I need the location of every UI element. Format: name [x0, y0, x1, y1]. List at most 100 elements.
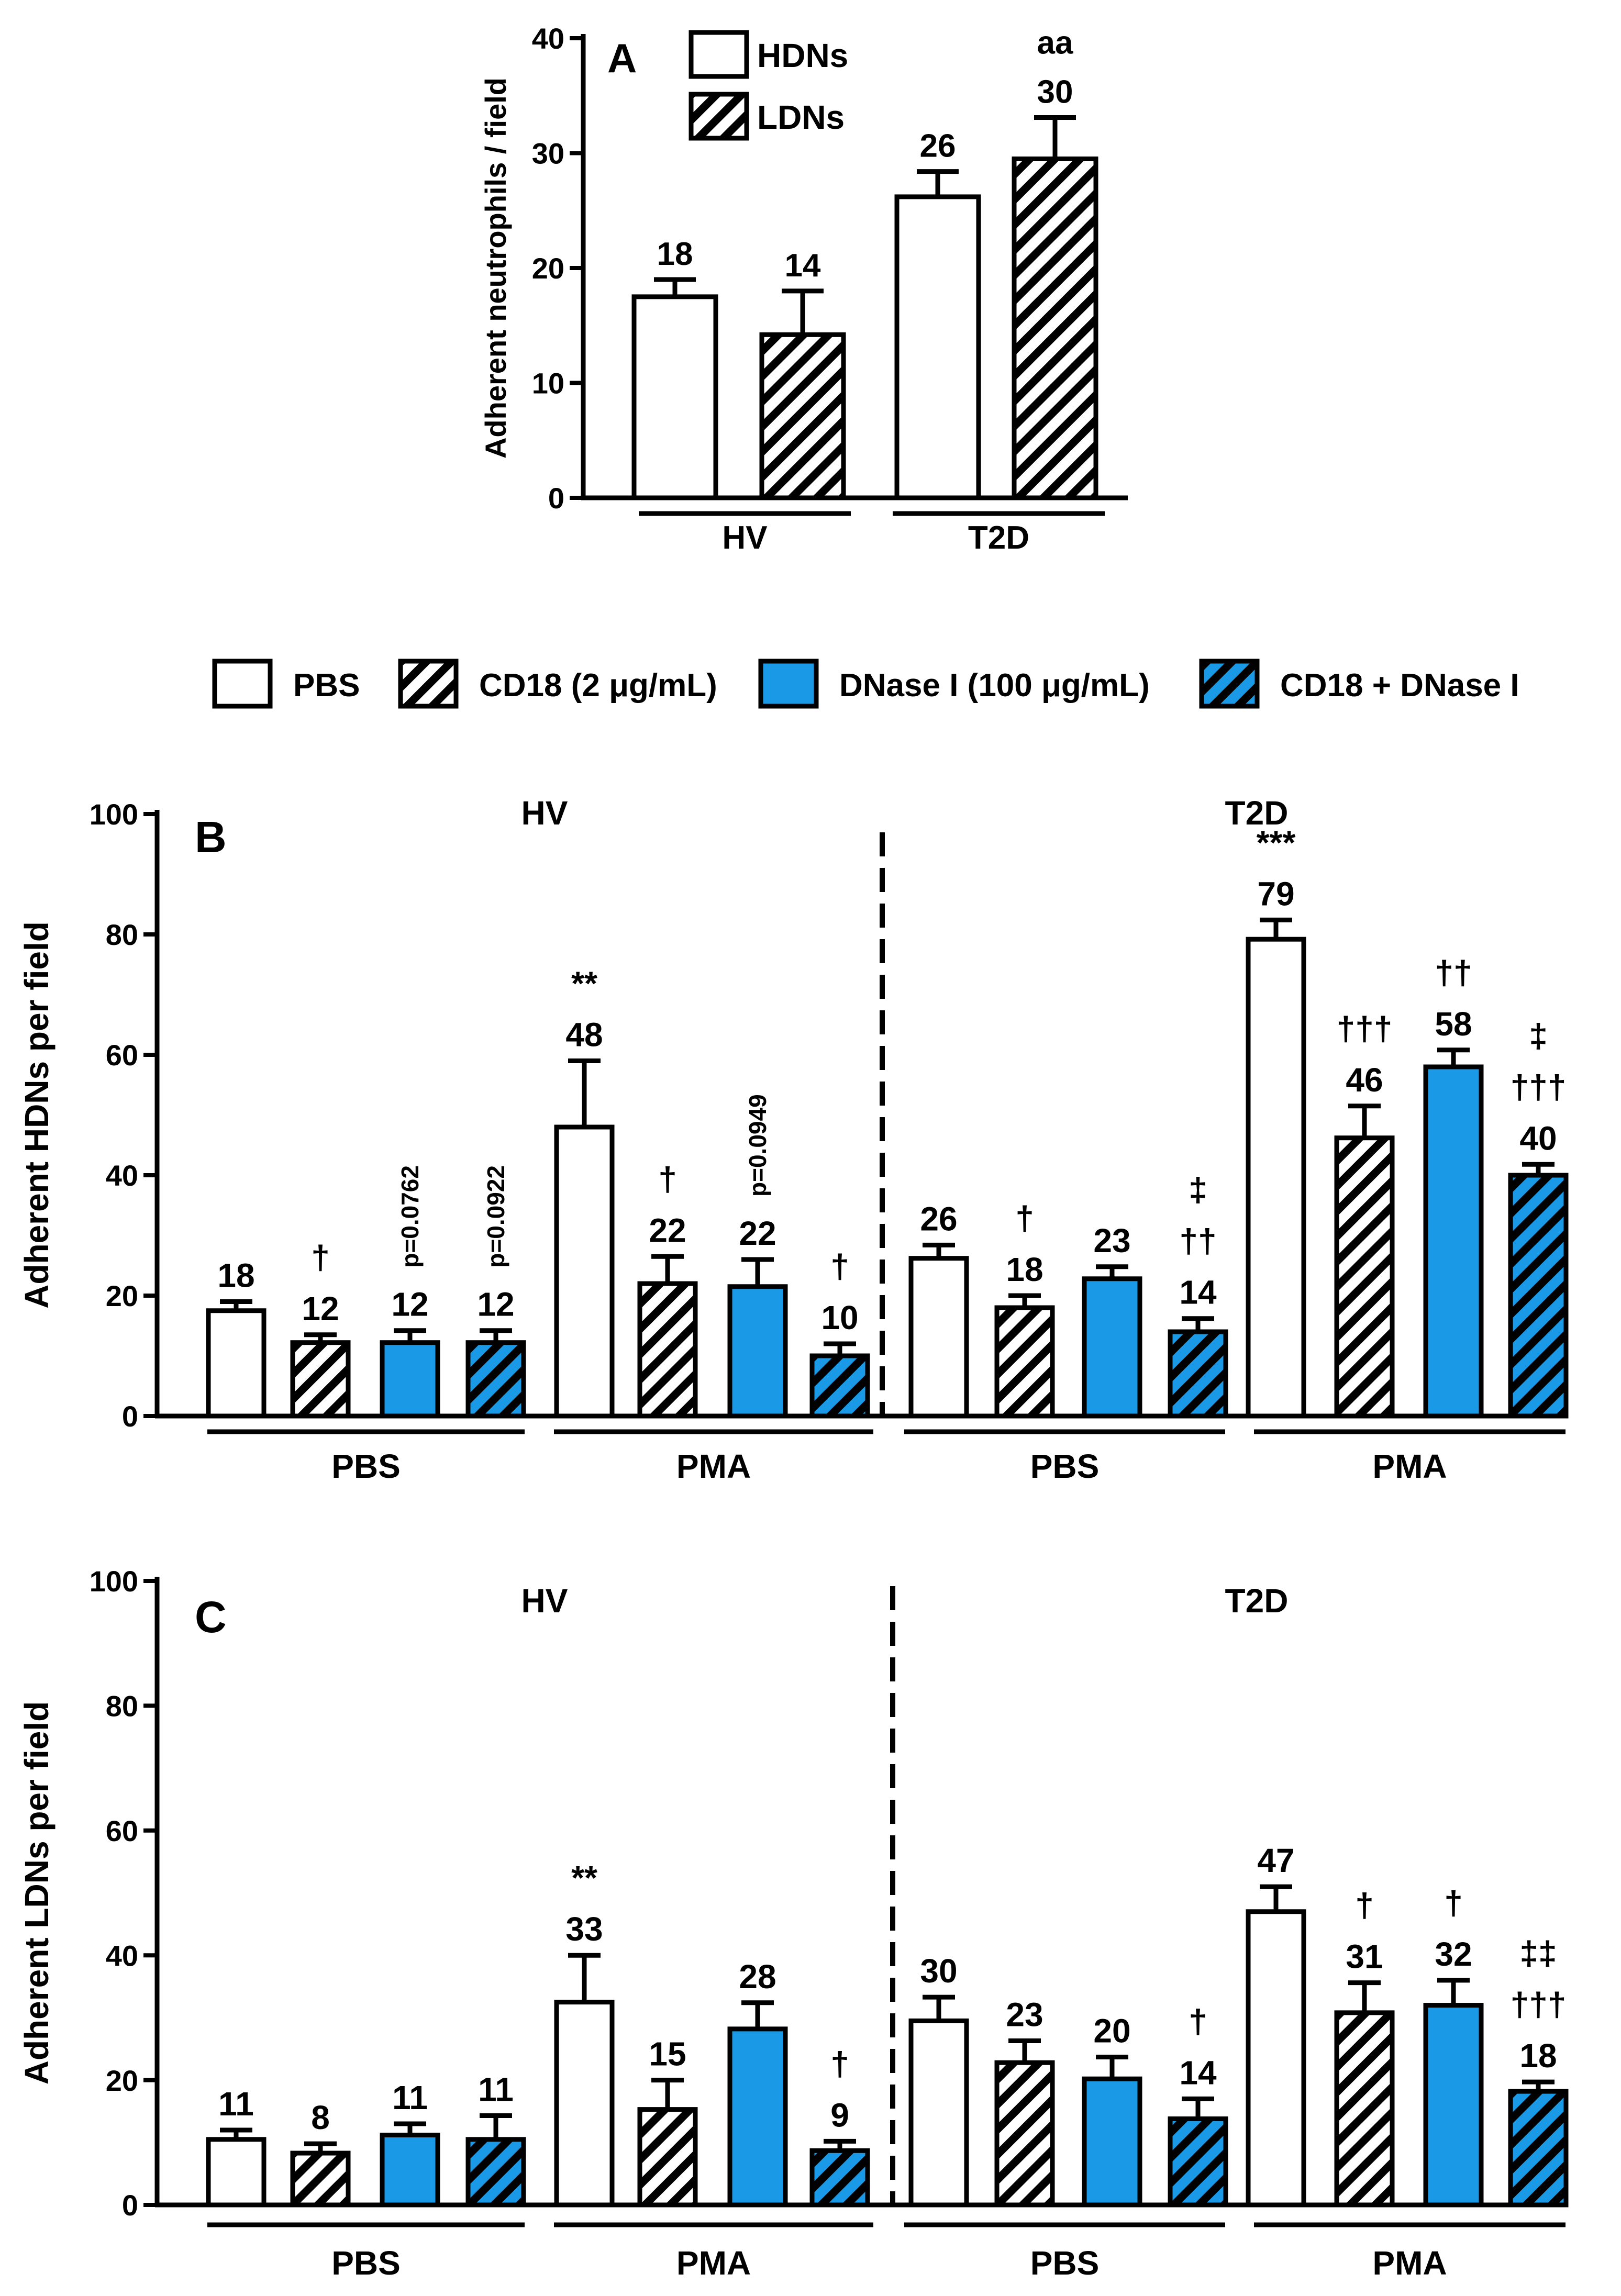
data-label: 18	[217, 1257, 254, 1295]
bar	[554, 1124, 615, 1419]
significance-mark: ***	[1257, 823, 1296, 861]
p-value-note: p=0.0949	[744, 1094, 771, 1197]
y-tick-label: 0	[122, 2189, 138, 2222]
cohort-label: T2D	[1225, 794, 1289, 832]
data-label: 28	[739, 1958, 776, 1996]
bar	[727, 2026, 788, 2208]
group-label: PBS	[331, 2244, 401, 2282]
cohort-label: HV	[521, 1582, 568, 1620]
legend-swatch	[689, 30, 749, 79]
data-label: 48	[565, 1016, 603, 1054]
y-axis-label: Adherent HDNs per field	[18, 921, 55, 1309]
data-label: 12	[477, 1286, 514, 1323]
data-label: 20	[1093, 2012, 1130, 2049]
data-label: 40	[1519, 1119, 1557, 1157]
data-label: 12	[391, 1286, 428, 1323]
bar	[290, 2150, 351, 2208]
data-label: 46	[1346, 1061, 1383, 1099]
group-label: PMA	[676, 1447, 751, 1485]
y-tick-label: 40	[106, 1939, 138, 1972]
bar	[1082, 1276, 1142, 1419]
bar	[465, 1340, 526, 1419]
bar	[1508, 2089, 1569, 2208]
data-label: 47	[1257, 1842, 1294, 1879]
significance-mark: ‡‡	[1519, 1934, 1557, 1972]
data-label: 18	[1006, 1251, 1043, 1288]
significance-mark: †††	[1337, 1010, 1393, 1047]
data-label: 12	[302, 1290, 339, 1328]
bar	[1246, 1909, 1306, 2208]
y-tick-label: 20	[106, 2064, 138, 2097]
significance-mark: †	[830, 2045, 849, 2082]
bar	[894, 194, 981, 500]
bar	[809, 2148, 870, 2208]
data-label: 14	[1179, 2054, 1217, 2091]
data-label: 14	[1179, 1274, 1217, 1311]
p-value-note: p=0.0922	[482, 1165, 509, 1268]
data-label: 31	[1346, 1938, 1383, 1976]
panel-letter: A	[607, 35, 637, 81]
legend-swatch	[758, 659, 819, 709]
bar	[1246, 937, 1306, 1419]
significance-mark: †	[830, 1247, 849, 1285]
legend-swatch	[398, 659, 459, 709]
legend-label: DNase I (100 μg/mL)	[839, 667, 1150, 704]
data-label: 58	[1435, 1005, 1472, 1043]
data-label: 23	[1006, 1996, 1043, 2034]
y-tick-label: 60	[106, 1039, 138, 1072]
bar	[465, 2137, 526, 2208]
bar	[1168, 1329, 1228, 1419]
data-label: 33	[565, 1910, 603, 1948]
legend-label: CD18 + DNase I	[1280, 667, 1519, 704]
bar	[380, 1340, 440, 1419]
y-tick-label: 40	[106, 1159, 138, 1192]
y-tick-label: 20	[532, 252, 564, 285]
group-label: PMA	[1372, 1447, 1447, 1485]
panel-a-chart: 0 10 20 30 40 Adherent neutrophils / field A 18…	[479, 22, 1128, 556]
data-label: 11	[392, 2079, 428, 2116]
bar	[908, 2018, 969, 2208]
significance-mark: †††	[1511, 1068, 1567, 1106]
bar	[206, 2137, 267, 2208]
data-label: 23	[1093, 1222, 1130, 1260]
panel-c-chart: 0 20 40 60 80 100 Adherent LDNs per field C 11 8 1…	[18, 1565, 1569, 2282]
data-label: 22	[739, 1214, 776, 1252]
bar	[631, 294, 718, 500]
legend-label: HDNs	[757, 37, 848, 74]
data-label: 9	[830, 2096, 849, 2134]
significance-mark: †	[658, 1160, 677, 1198]
bar	[759, 332, 846, 500]
y-tick-label: 0	[122, 1400, 138, 1433]
group-label: PMA	[676, 2244, 751, 2282]
data-label: 79	[1257, 875, 1294, 912]
cohort-label: T2D	[1225, 1582, 1289, 1620]
treatment-legend: PBS CD18 (2 μg/mL) DNase I (100 μg/mL) CD18…	[212, 659, 1519, 709]
data-label: 18	[657, 236, 693, 272]
legend-swatch	[689, 92, 749, 141]
bar	[994, 2060, 1055, 2208]
bar	[1168, 2116, 1228, 2208]
data-label: 8	[311, 2099, 330, 2136]
group-label: PBS	[1030, 1447, 1100, 1485]
significance-mark: †	[1015, 1199, 1034, 1237]
panel-letter: C	[195, 1592, 227, 1642]
bar	[206, 1308, 267, 1419]
y-tick-label: 20	[106, 1279, 138, 1312]
group-label: HV	[722, 520, 767, 556]
bar	[727, 1284, 788, 1419]
bar	[1012, 156, 1098, 500]
group-label: PBS	[331, 1447, 401, 1485]
significance-mark: **	[571, 965, 597, 1002]
p-value-note: p=0.0762	[396, 1165, 424, 1268]
y-tick-label: 10	[532, 367, 564, 400]
significance-mark: ‡	[1529, 1017, 1548, 1054]
y-tick-label: 80	[106, 1690, 138, 1723]
significance-mark: †	[311, 1239, 330, 1276]
bar	[637, 2107, 698, 2208]
significance-mark: †	[1189, 2002, 1207, 2040]
y-tick-label: 40	[532, 22, 564, 55]
data-label: 11	[478, 2071, 514, 2109]
panel-b-chart: 0 20 40 60 80 100 Adherent HDNs per field B 18 12…	[18, 794, 1569, 1485]
legend-swatch	[1199, 659, 1260, 709]
